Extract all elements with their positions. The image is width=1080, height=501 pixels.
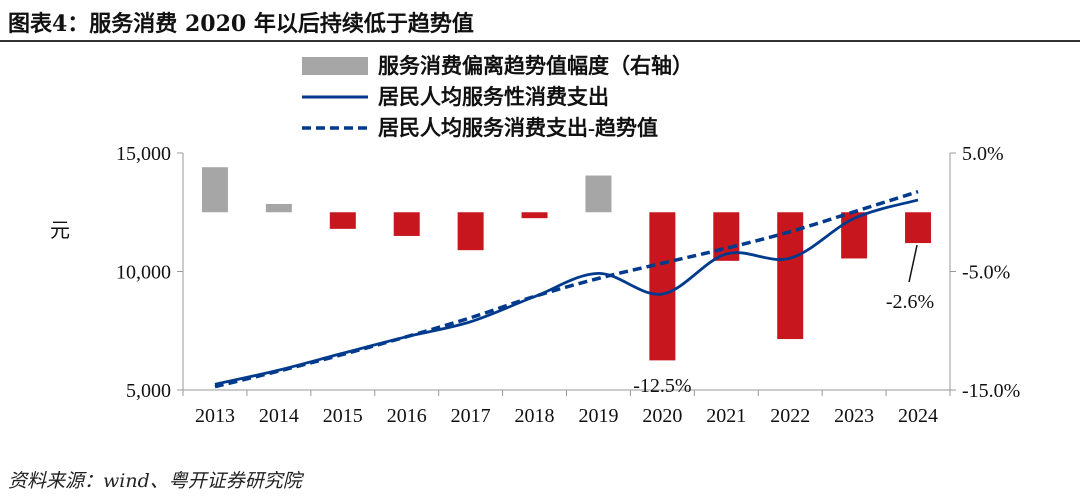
title-divider: [0, 40, 1080, 42]
right-tick-label: -5.0%: [962, 262, 1010, 284]
deviation-bar: [201, 167, 228, 213]
deviation-bar: [329, 212, 356, 229]
left-tick-label: 15,000: [116, 143, 171, 165]
x-tick-label: 2023: [834, 405, 874, 427]
left-tick-label: 5,000: [126, 380, 171, 402]
actual-line: [214, 198, 919, 386]
legend-bar-swatch: [302, 57, 368, 75]
annotation-2024: -2.6%: [886, 291, 934, 313]
deviation-bar: [265, 203, 292, 213]
figure-title: 图表4：服务消费 2020 年以后持续低于趋势值: [8, 11, 474, 37]
annotation-leader: [908, 244, 918, 283]
deviation-bar: [905, 212, 932, 244]
x-tick-label: 2021: [706, 405, 746, 427]
deviation-bar: [521, 212, 548, 219]
x-tick-label: 2015: [323, 405, 363, 427]
source-note: 资料来源：wind、粤开证券研究院: [8, 470, 302, 492]
deviation-bar: [585, 175, 612, 213]
deviation-bar: [457, 212, 484, 251]
x-tick-label: 2013: [195, 405, 235, 427]
x-tick-label: 2016: [387, 405, 427, 427]
left-tick-label: 10,000: [116, 262, 171, 284]
legend-label: 居民人均服务性消费支出: [378, 85, 609, 109]
x-tick-label: 2020: [642, 405, 682, 427]
chart: 5,000 10,000 15,000 -15.0% -5.0% 5.0% 元 2013 201…: [50, 54, 1020, 427]
legend-label: 居民人均服务消费支出-趋势值: [378, 116, 658, 140]
legend-label: 服务消费偏离趋势值幅度（右轴）: [378, 54, 693, 78]
x-tick-label: 2018: [515, 405, 555, 427]
left-axis-unit: 元: [50, 220, 70, 242]
x-tick-label: 2017: [451, 405, 491, 427]
x-tick-label: 2024: [898, 405, 938, 427]
deviation-bar: [649, 212, 676, 361]
x-tick-label: 2019: [578, 405, 618, 427]
annotation-2020: -12.5%: [633, 375, 691, 397]
x-tick-label: 2014: [259, 405, 299, 427]
right-tick-label: -15.0%: [962, 380, 1020, 402]
trend-line: [214, 189, 919, 389]
right-tick-label: 5.0%: [962, 143, 1004, 165]
deviation-bar: [393, 212, 420, 236]
x-tick-label: 2022: [770, 405, 810, 427]
